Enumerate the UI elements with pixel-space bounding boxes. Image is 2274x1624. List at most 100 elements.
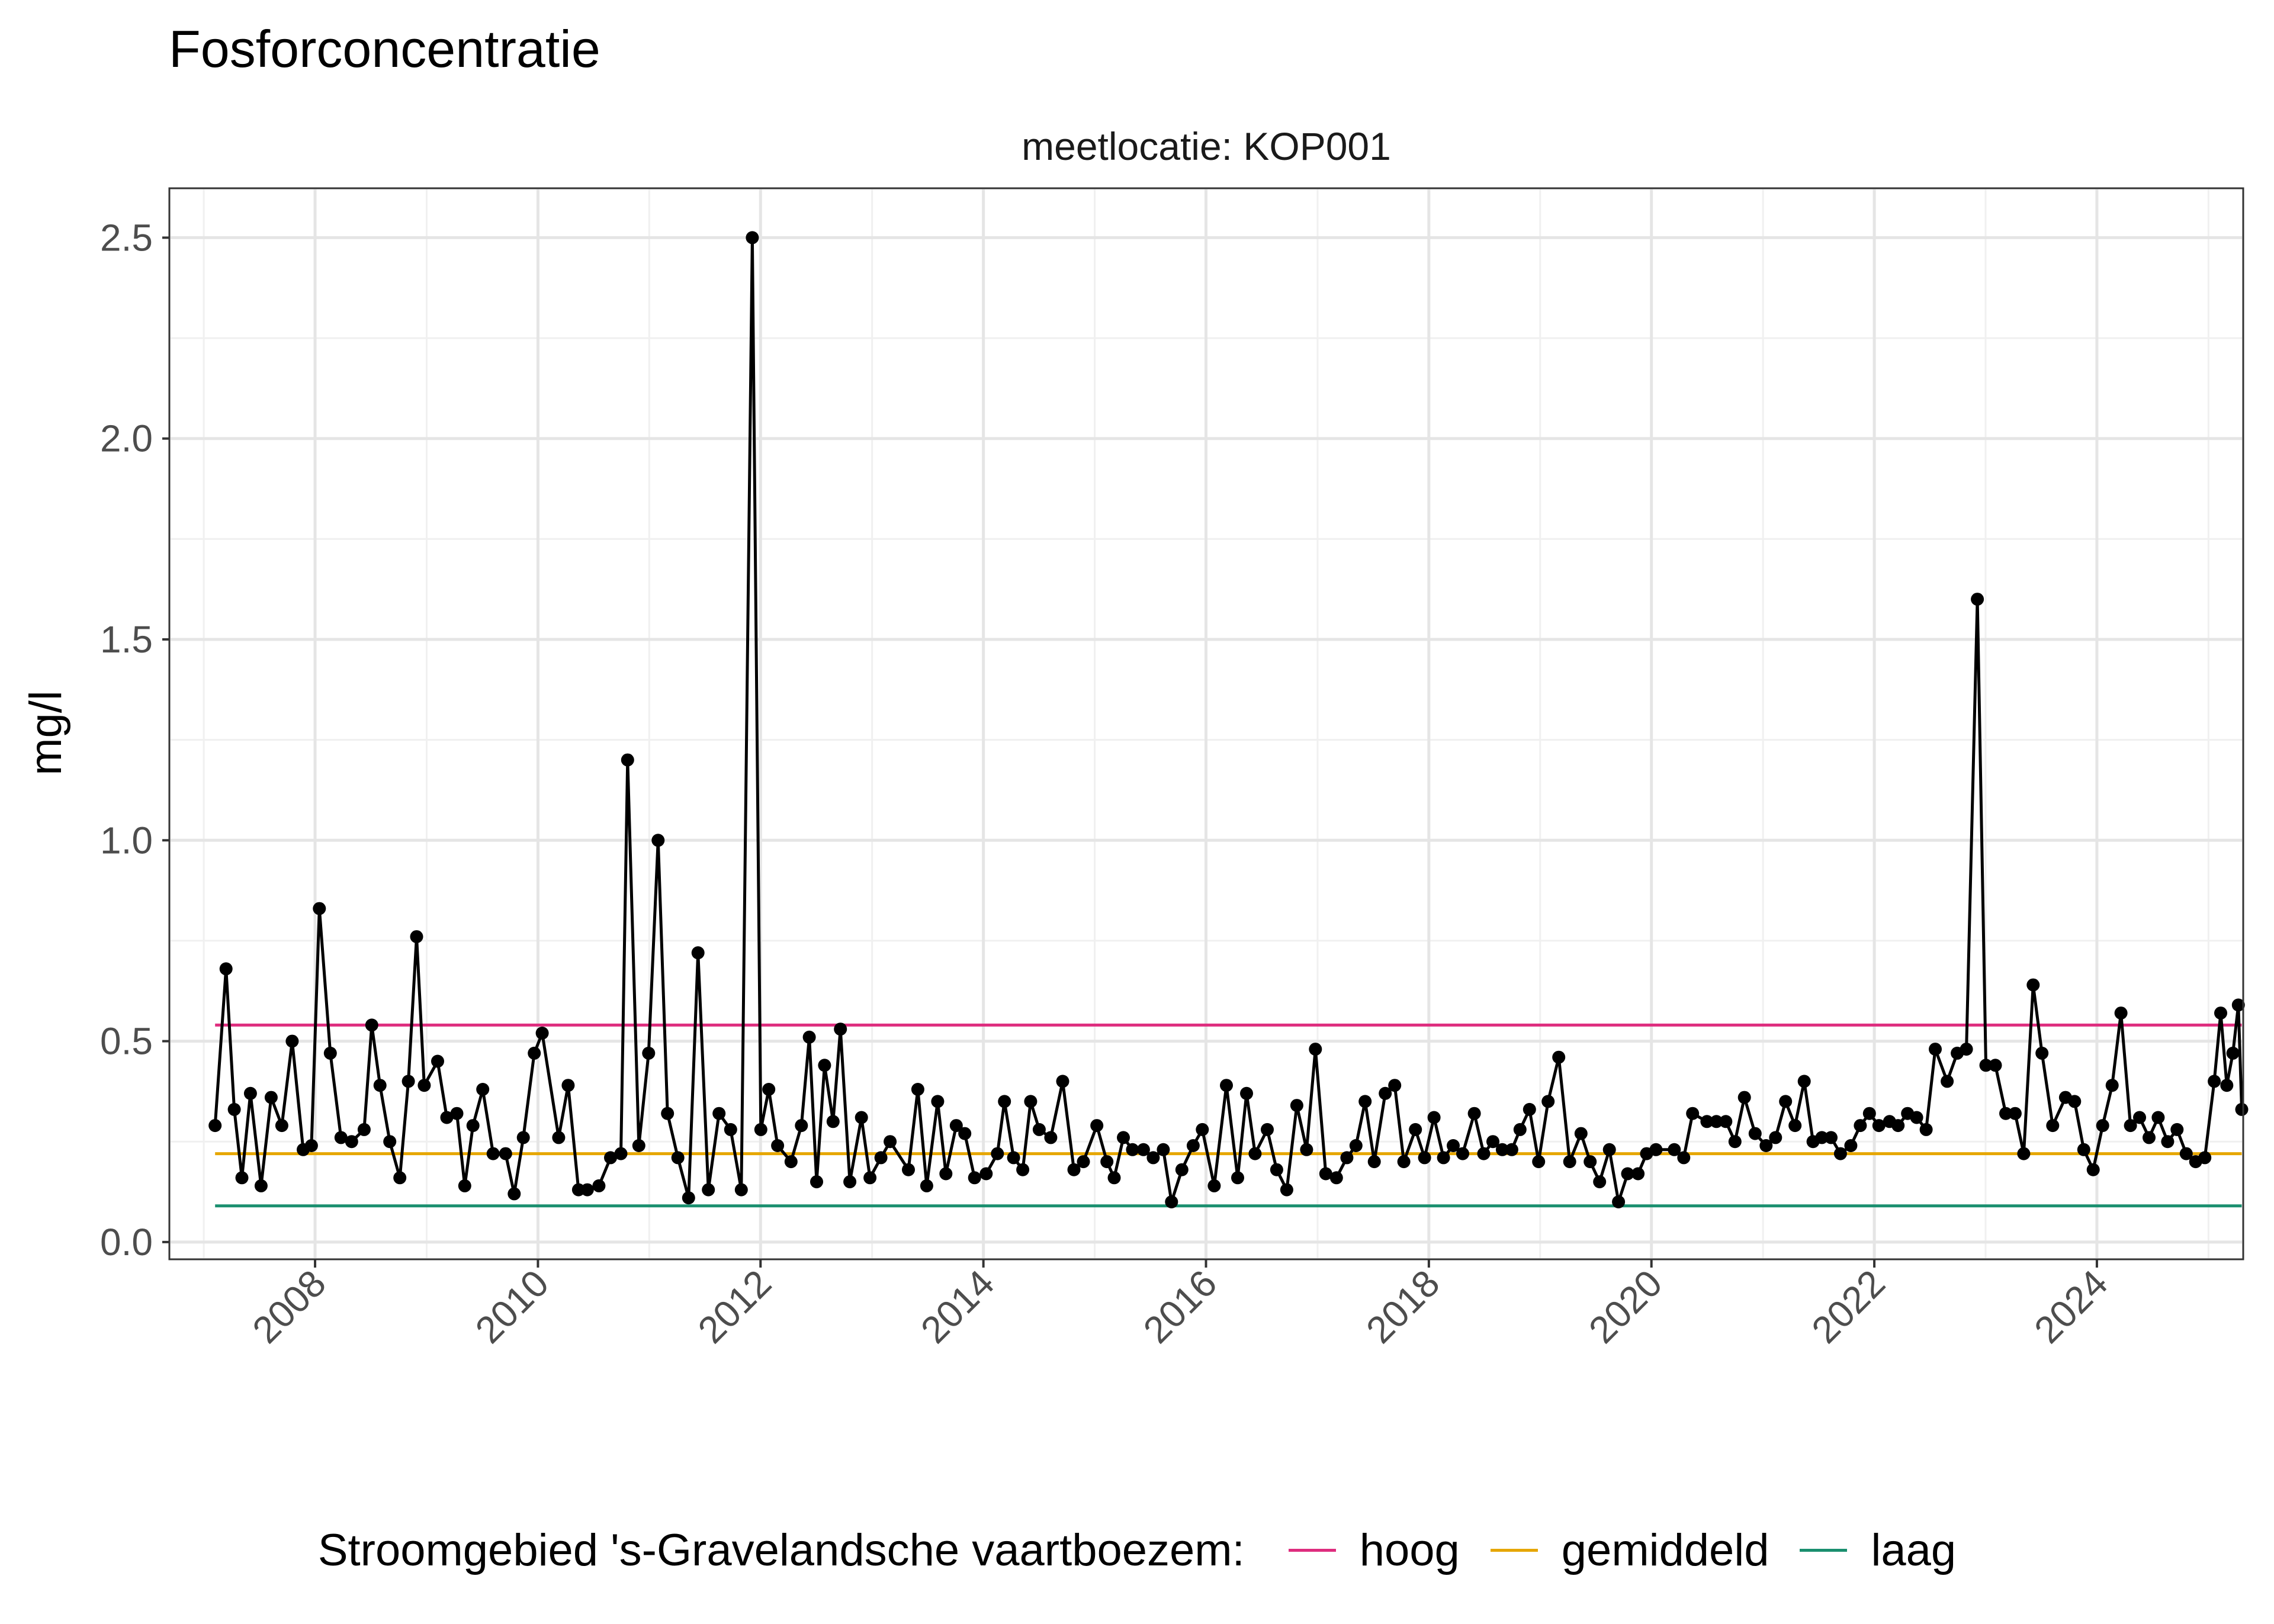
data-point (979, 1167, 993, 1181)
chart-title: Fosforconcentratie (169, 20, 600, 78)
data-point (2046, 1119, 2060, 1133)
data-point (1523, 1102, 1536, 1116)
data-point (1574, 1127, 1588, 1140)
data-point (1379, 1086, 1392, 1100)
data-point (1309, 1043, 1322, 1056)
data-point (2231, 998, 2245, 1012)
data-point (1769, 1131, 1782, 1144)
data-point (1157, 1143, 1170, 1156)
data-point (1126, 1143, 1139, 1156)
data-point (219, 962, 233, 976)
data-point (2235, 1102, 2249, 1116)
legend-key-hoog (1288, 1548, 1336, 1552)
y-tick-label: 0.0 (100, 1221, 153, 1263)
data-point (1196, 1123, 1209, 1136)
data-point (1270, 1163, 1283, 1176)
data-point (1872, 1119, 1886, 1133)
data-point (227, 1102, 241, 1116)
reference-lines (215, 1023, 2242, 1208)
data-point (614, 1147, 628, 1160)
y-tick-label: 2.5 (100, 216, 153, 259)
data-point (1513, 1123, 1527, 1136)
data-point (1815, 1131, 1829, 1144)
data-point (754, 1123, 767, 1136)
data-point (949, 1119, 963, 1133)
data-point (508, 1187, 521, 1201)
data-point (1107, 1171, 1121, 1185)
data-point (580, 1183, 594, 1197)
data-point (1779, 1095, 1793, 1108)
data-point (2124, 1119, 2137, 1133)
data-point (1891, 1119, 1905, 1133)
data-point (802, 1030, 816, 1044)
data-point (651, 834, 665, 847)
data-point (365, 1018, 378, 1032)
data-point (2105, 1079, 2119, 1092)
data-point (1300, 1143, 1313, 1156)
data-point (1467, 1107, 1481, 1120)
data-point (431, 1054, 444, 1068)
data-point (1486, 1135, 1499, 1149)
data-point (671, 1151, 685, 1165)
data-point (1456, 1147, 1469, 1160)
data-point (826, 1115, 840, 1128)
data-point (304, 1139, 318, 1152)
facet-strip: meetlocatie: KOP001 (1022, 124, 1391, 168)
data-point (458, 1179, 471, 1192)
data-point (1409, 1123, 1422, 1136)
data-point (1067, 1163, 1081, 1176)
data-point (1495, 1143, 1509, 1156)
data-point (1602, 1143, 1616, 1156)
data-point (1989, 1059, 2002, 1072)
data-point (1833, 1147, 1847, 1160)
data-point (998, 1095, 1011, 1108)
data-point (1719, 1115, 1733, 1128)
data-point (1668, 1143, 1681, 1156)
data-point (702, 1183, 715, 1197)
data-point (1117, 1131, 1130, 1144)
data-point (746, 231, 759, 245)
data-point (2161, 1135, 2175, 1149)
data-point (1248, 1147, 1262, 1160)
data-point (1677, 1151, 1691, 1165)
data-point (1319, 1167, 1332, 1181)
data-point (2170, 1123, 2184, 1136)
data-point (254, 1179, 268, 1192)
data-point (1621, 1167, 1634, 1181)
y-tick-label: 1.0 (100, 819, 153, 861)
data-point (1340, 1151, 1354, 1165)
data-point (334, 1131, 348, 1144)
data-point (2179, 1147, 2193, 1160)
data-point (2008, 1107, 2022, 1120)
data-point (243, 1086, 257, 1100)
data-point (535, 1027, 549, 1040)
data-point (1979, 1059, 1993, 1072)
data-point (1397, 1155, 1411, 1169)
y-tick-label: 1.5 (100, 618, 153, 661)
data-point (1649, 1143, 1663, 1156)
data-point (810, 1175, 823, 1189)
data-point (402, 1075, 415, 1088)
data-point (712, 1107, 726, 1120)
data-point (2143, 1131, 2156, 1144)
x-tick-label: 2024 (2026, 1262, 2116, 1352)
legend-label-hoog: hoog (1359, 1525, 1460, 1575)
panel-border (168, 187, 2244, 1260)
data-point (1231, 1171, 1244, 1185)
data-point (285, 1034, 299, 1048)
data-point (516, 1131, 530, 1144)
data-point (855, 1111, 868, 1124)
data-point (1584, 1155, 1597, 1169)
data-point (2017, 1147, 2031, 1160)
data-point (1728, 1135, 1742, 1149)
data-point (410, 930, 423, 944)
y-axis-title: mg/l (21, 690, 71, 776)
data-point (313, 902, 326, 915)
legend: Stroomgebied 's-Gravelandsche vaartboeze… (0, 1520, 2274, 1580)
data-point (795, 1119, 808, 1133)
data-point (1748, 1127, 1762, 1140)
data-point (1971, 593, 1984, 606)
data-point (884, 1135, 897, 1149)
data-point (1388, 1079, 1402, 1092)
data-point (393, 1171, 407, 1185)
